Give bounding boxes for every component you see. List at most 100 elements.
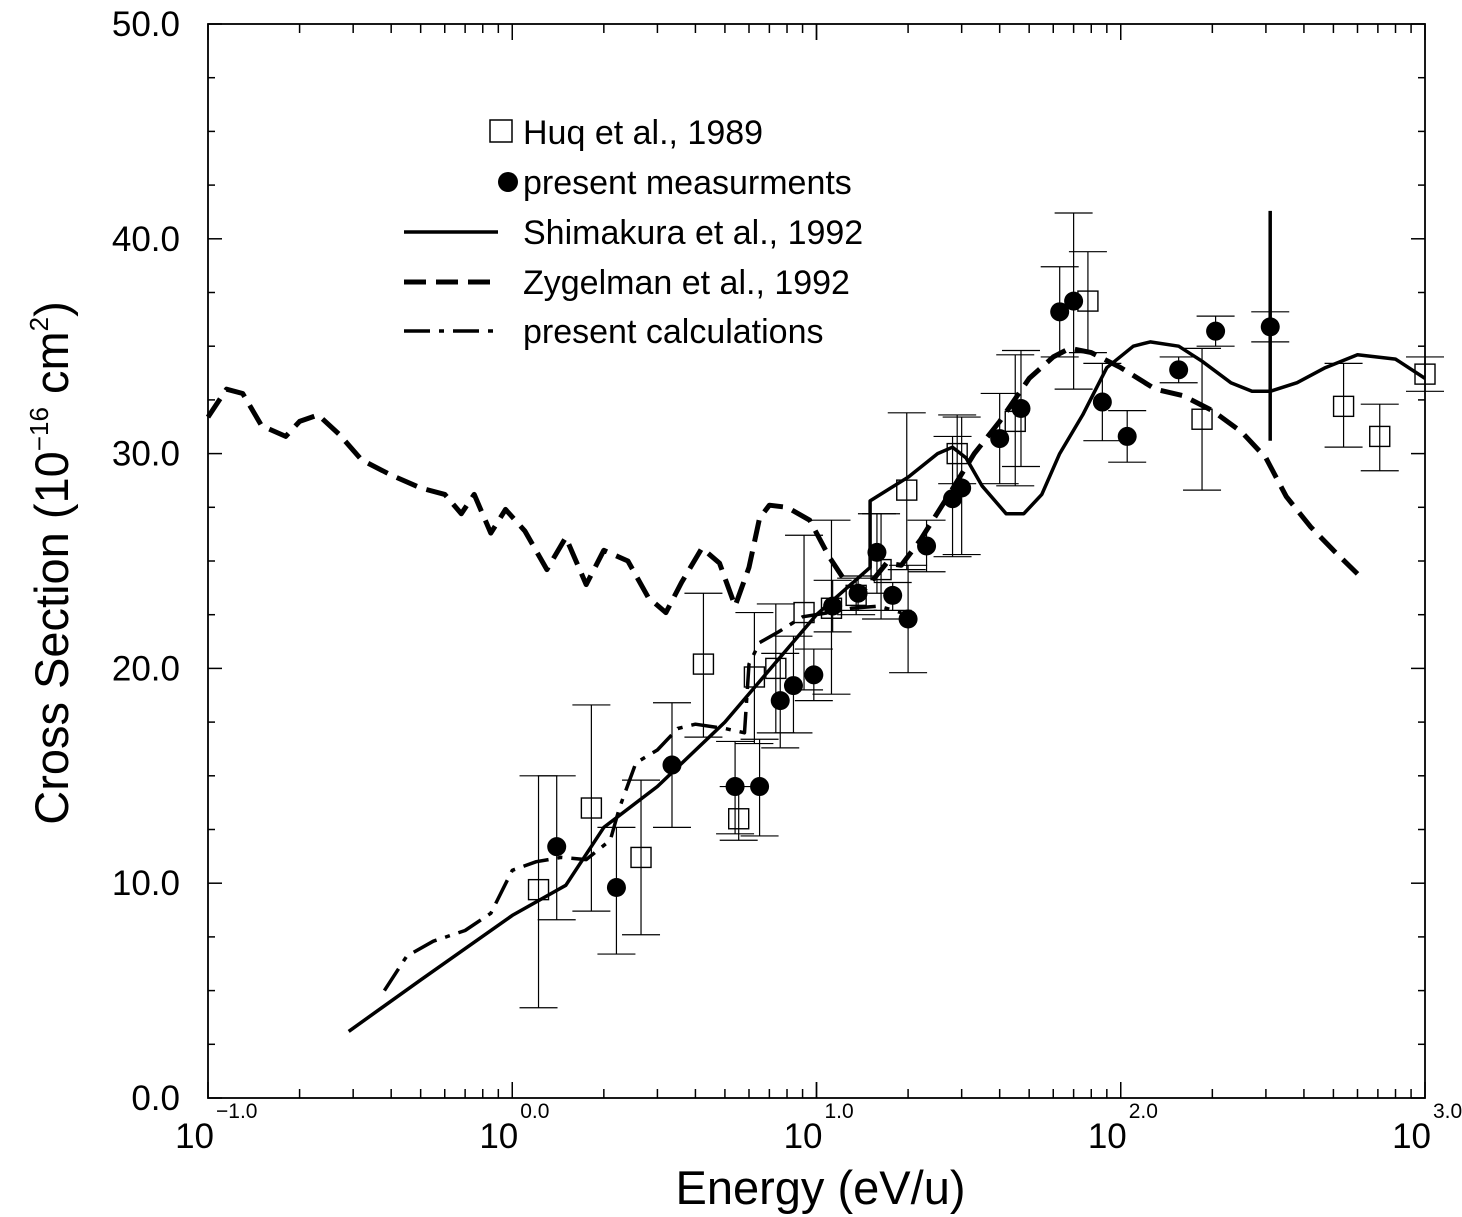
x-tick-exponent: 1.0 (825, 1100, 854, 1123)
legend-label: present calculations (523, 313, 824, 351)
filled-circle-marker (783, 676, 803, 696)
x-tick-label: 10 (1088, 1117, 1127, 1156)
legend-entry: Zygelman et al., 1992 (404, 264, 850, 302)
measurement-data-point (794, 648, 833, 702)
huq-data-point (1360, 403, 1399, 472)
measurement-data-point (1196, 315, 1235, 347)
measurement-data-point (537, 775, 576, 921)
open-square-marker (896, 479, 918, 501)
series-layer (205, 210, 1444, 1033)
filled-circle-marker (917, 536, 937, 556)
measurement-data-point (716, 740, 755, 835)
measurement-data-point (1159, 356, 1198, 384)
open-square-marker (692, 653, 715, 675)
filled-circle-marker (547, 837, 567, 857)
x-tick-label: 10 (175, 1117, 214, 1156)
filled-circle-marker (883, 585, 903, 605)
huq-data-point (1068, 251, 1107, 354)
filled-circle-marker (1260, 317, 1280, 337)
legend-entry: present calculations (404, 313, 824, 351)
measurement-data-point (942, 416, 981, 556)
huq-data-point (735, 611, 774, 745)
filled-circle-marker (898, 609, 918, 629)
filled-circle-marker (1064, 291, 1084, 311)
filled-circle-marker (1206, 321, 1226, 341)
filled-circle-marker (1092, 392, 1112, 412)
filled-circle-marker (1169, 360, 1189, 380)
filled-circle-marker (804, 665, 824, 685)
open-square-marker (743, 666, 766, 688)
y-tick-label: 10.0 (112, 864, 180, 903)
open-square-marker (1191, 408, 1213, 430)
measurement-data-point (1040, 266, 1079, 358)
measurement-data-point (1001, 349, 1040, 468)
series-line-5 (382, 604, 902, 992)
legend-square-icon (489, 119, 513, 143)
series-line-2 (347, 340, 1426, 1033)
x-tick-exponent: −1.0 (216, 1100, 257, 1123)
x-tick-exponent: 3.0 (1433, 1100, 1462, 1123)
open-square-marker (1332, 395, 1355, 418)
open-square-marker (793, 601, 815, 624)
measurement-data-point (889, 564, 928, 674)
measurement-data-point (1054, 212, 1093, 390)
y-axis-title: Cross Section (10−16 cm2) (24, 301, 78, 825)
legend: Huq et al., 1989 present measurments Shima… (404, 114, 863, 351)
legend-circle-icon (498, 172, 518, 192)
huq-data-point (1324, 362, 1363, 448)
filled-circle-marker (662, 755, 682, 775)
legend-label: Shimakura et al., 1992 (523, 214, 863, 252)
measurement-data-point (813, 579, 852, 633)
measurement-data-point (652, 702, 691, 828)
filled-circle-marker (1011, 398, 1031, 418)
filled-circle-marker (990, 429, 1010, 449)
open-square-marker (527, 878, 550, 901)
legend-entry: Shimakura et al., 1992 (404, 214, 863, 252)
filled-circle-marker (823, 596, 843, 616)
filled-circle-marker (606, 877, 626, 897)
y-tick-label: 30.0 (112, 435, 180, 474)
legend-label: Zygelman et al., 1992 (523, 264, 850, 302)
huq-data-point (887, 412, 926, 571)
measurement-data-point (774, 635, 813, 734)
x-tick-exponent: 2.0 (1129, 1100, 1158, 1123)
filled-circle-marker (770, 691, 790, 711)
y-tick-label: 20.0 (112, 649, 180, 688)
y-tick-label: 0.0 (131, 1079, 180, 1118)
y-tick-label: 40.0 (112, 220, 180, 259)
huq-data-point (1183, 347, 1222, 491)
huq-data-point (684, 592, 723, 738)
x-tick-label: 10 (479, 1117, 518, 1156)
x-tick-label: 10 (1392, 1117, 1431, 1156)
legend-label: Huq et al., 1989 (523, 114, 763, 152)
axes-layer: 0.010.020.030.040.050.010−1.0100.0101.01… (24, 5, 1462, 1214)
measurement-data-point (597, 826, 636, 955)
legend-entry: present measurments (498, 164, 852, 202)
measurement-data-point (857, 513, 896, 594)
series-line-4 (205, 345, 1360, 616)
filled-circle-marker (1117, 426, 1137, 446)
legend-label: present measurments (523, 164, 852, 202)
filled-circle-marker (750, 777, 770, 797)
huq-data-point (572, 704, 611, 912)
open-square-marker (728, 808, 750, 830)
measurement-data-point (907, 519, 946, 573)
huq-data-point (622, 779, 661, 936)
x-tick-label: 10 (784, 1117, 823, 1156)
filled-circle-marker (867, 542, 887, 562)
huq-data-point (996, 354, 1035, 487)
open-square-marker (580, 797, 603, 819)
open-square-marker (946, 442, 968, 465)
x-tick-exponent: 0.0 (520, 1100, 549, 1123)
measurement-data-point (761, 652, 800, 749)
open-square-marker (630, 846, 652, 869)
open-square-marker (765, 657, 787, 680)
measurement-data-point (740, 738, 779, 837)
x-axis-title: Energy (eV/u) (676, 1161, 966, 1214)
filled-circle-marker (952, 478, 972, 498)
measurement-data-point (873, 581, 912, 612)
y-tick-label: 50.0 (112, 5, 180, 44)
legend-entry: Huq et al., 1989 (489, 114, 763, 152)
measurement-data-point (980, 392, 1019, 485)
